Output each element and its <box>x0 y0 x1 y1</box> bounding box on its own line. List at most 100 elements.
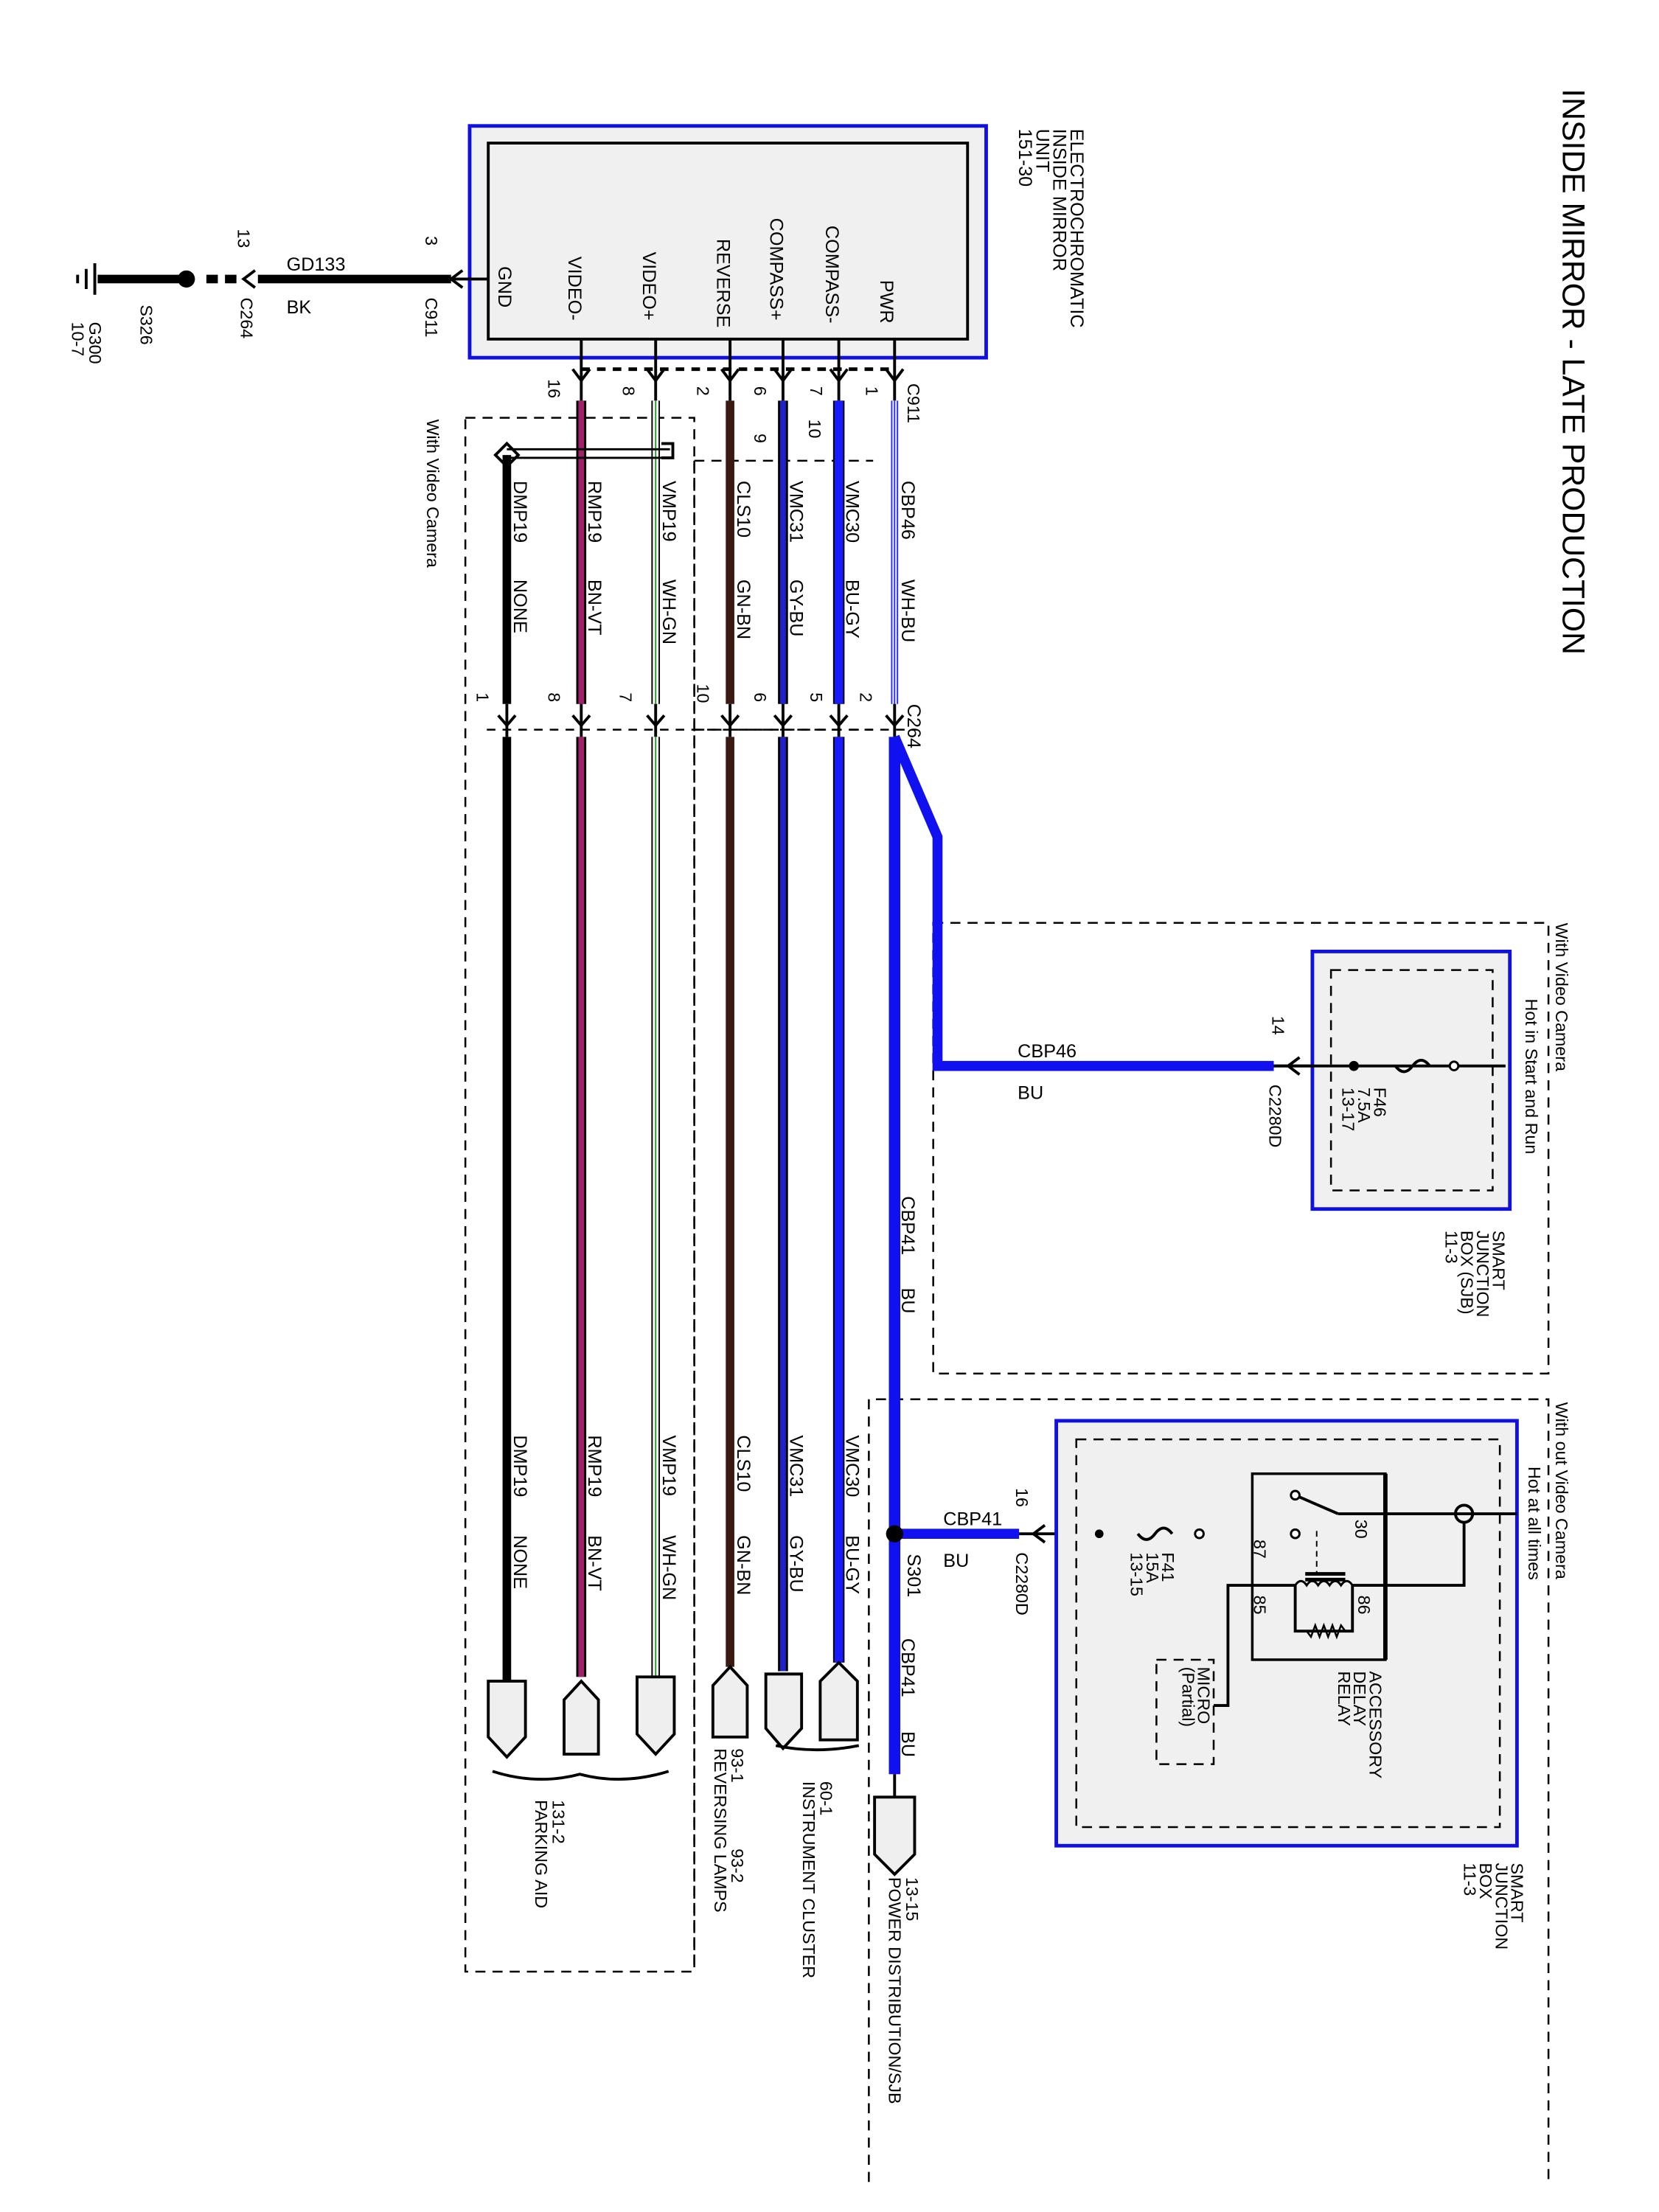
wire-color: GY-BU <box>786 1535 807 1593</box>
mirror-module: ELECTROCHROMATIC INSIDE MIRROR UNIT 151-… <box>467 124 1087 360</box>
pin-number: 16 <box>545 379 564 398</box>
sjb-no-camera-region <box>868 1398 1550 2183</box>
destination-label: 131-2 PARKING AID <box>532 1800 568 1908</box>
wire-circuit: CLS10 <box>733 1435 754 1492</box>
wire-labels-upper: CBP46 WH-BU VMC30 BU-GY VMC31 GY-BU CLS1… <box>423 420 918 645</box>
terminal-cls10 <box>711 1664 749 1739</box>
shield-drain <box>507 448 670 459</box>
receptacle-icon <box>1031 1524 1046 1544</box>
wire-color: BU <box>897 1731 918 1757</box>
terminations: 131-2 PARKING AID 93-1 REVERSING LAMPS 9… <box>487 1660 922 2104</box>
pin-number: 3 <box>422 236 441 246</box>
module-name: ELECTROCHROMATIC INSIDE MIRROR UNIT 151-… <box>1015 129 1087 333</box>
receptacle-icon <box>497 714 905 728</box>
destination-line: PARKING AID <box>532 1800 551 1908</box>
wire-color: BU <box>897 1287 918 1313</box>
wire-color: BU <box>943 1551 969 1571</box>
sjb-name-line: JUNCTION <box>1492 1863 1511 1950</box>
pin-label-pwr: PWR <box>876 280 897 324</box>
destination-line: 131-2 <box>549 1800 568 1844</box>
wire-circuit: CBP46 <box>897 481 918 540</box>
splice-s326 <box>178 270 195 288</box>
sjb-name-line: JUNCTION <box>1473 1231 1492 1318</box>
wire-color: BU <box>1018 1082 1043 1103</box>
fuse-line: 15A <box>1143 1552 1162 1583</box>
relay-pin: 85 <box>1250 1596 1269 1615</box>
condition-label: With out Video Camera <box>1552 1402 1571 1579</box>
c911-label: C911 <box>904 383 923 423</box>
sjb-name-line: BOX <box>1476 1863 1495 1900</box>
pin-number: 5 <box>807 692 826 702</box>
wire-circuit: DMP19 <box>509 481 530 543</box>
relay-icon <box>1214 1472 1517 1708</box>
hot-label: Hot at all times <box>1525 1467 1544 1580</box>
relay-name-line: ACCESSORY <box>1366 1671 1385 1778</box>
fuse-label: F46 7.5A 13-17 <box>1339 1088 1390 1132</box>
pin-number: 1 <box>473 692 493 702</box>
terminal-rmp19 <box>563 1679 600 1756</box>
wire-circuit: RMP19 <box>584 1435 605 1497</box>
splice-label: S326 <box>137 305 156 344</box>
wire-color: GY-BU <box>786 580 807 637</box>
brace-parking <box>492 1770 669 1781</box>
pin-label-reverse: REVERSE <box>713 239 734 328</box>
relay-pin: 87 <box>1250 1540 1269 1559</box>
pin-number: 8 <box>545 692 564 702</box>
fuse-line: 7.5A <box>1354 1088 1374 1123</box>
destination-label: 13-15 POWER DISTRIBUTION/SJB <box>886 1877 922 2104</box>
wire-harness-upper <box>493 400 899 704</box>
camera-option-box <box>464 417 695 1973</box>
ground-circuit: 3 13 C911 C264 GD133 BK S326 G300 10-7 <box>69 229 489 369</box>
ground-line: 10-7 <box>69 322 88 357</box>
relay-name-line: DELAY <box>1350 1671 1369 1726</box>
sjb-name: SMART JUNCTION BOX 11-3 <box>1461 1863 1527 1955</box>
sjb-name: SMART JUNCTION BOX (SJB) 11-3 <box>1441 1231 1508 1322</box>
wire-color: WH-BU <box>897 580 918 642</box>
pin-label-compass-minus: COMPASS- <box>821 226 842 324</box>
wire-color: WH-GN <box>658 1535 679 1600</box>
c264-connector: C264 2 5 6 10 7 8 1 <box>473 684 924 748</box>
c2280d-label: C2280D <box>1012 1552 1032 1615</box>
wire-circuit: VMC30 <box>841 1435 862 1497</box>
micro-line: MICRO <box>1194 1667 1214 1725</box>
destination-line: 13-15 <box>902 1877 922 1921</box>
destination-line: REVERSING LAMPS <box>711 1748 730 1912</box>
pin-number: 6 <box>751 386 770 396</box>
ground-label: G300 10-7 <box>69 322 105 369</box>
pin-number: 10 <box>805 420 824 439</box>
destination-line: 60-1 <box>816 1781 835 1816</box>
pin-number: 2 <box>694 386 713 396</box>
terminal-dmp19 <box>487 1680 527 1759</box>
camera-option-label: With Video Camera <box>423 420 442 568</box>
destination-label: 60-1 INSTRUMENT CLUSTER <box>799 1781 835 1978</box>
sjb-name-line: 11-3 <box>1441 1231 1461 1264</box>
wire-circuit: GD133 <box>287 254 346 275</box>
wire-harness-lower <box>502 734 1274 1798</box>
micro-box <box>1155 1658 1215 1765</box>
diagram-title: INSIDE MIRROR - LATE PRODUCTION <box>1556 88 1591 655</box>
module-name-line: 151-30 <box>1015 129 1035 187</box>
wire-circuit: CBP41 <box>897 1196 918 1255</box>
wire-color: NONE <box>509 580 530 633</box>
wire-circuit: CBP41 <box>897 1638 918 1697</box>
fuse-line: 13-17 <box>1339 1088 1358 1132</box>
c911-connector: C911 1 7 6 2 8 16 10 9 <box>545 338 923 443</box>
wire-circuit: VMC30 <box>841 481 862 543</box>
micro-line: (Partial) <box>1178 1667 1197 1727</box>
ground-icon <box>76 263 97 295</box>
brace-cluster <box>775 1744 860 1752</box>
wire-color: BK <box>287 297 312 318</box>
module-name-line: ELECTROCHROMATIC <box>1066 129 1087 328</box>
pin-label-compass-plus: COMPASS+ <box>765 218 786 321</box>
pin-number: 9 <box>751 434 770 443</box>
wire-color: BU-GY <box>841 1535 862 1594</box>
destination-line: 93-1 <box>728 1748 747 1783</box>
wire-circuit: VMC31 <box>786 481 807 543</box>
pin-number: 8 <box>619 386 639 396</box>
pin-number: 2 <box>857 692 876 702</box>
fuse-icon <box>1394 1058 1431 1074</box>
relay-name-line: RELAY <box>1335 1671 1354 1726</box>
c2280d-label: C2280D <box>1266 1085 1285 1147</box>
module-name-line: INSIDE MIRROR <box>1049 129 1070 271</box>
